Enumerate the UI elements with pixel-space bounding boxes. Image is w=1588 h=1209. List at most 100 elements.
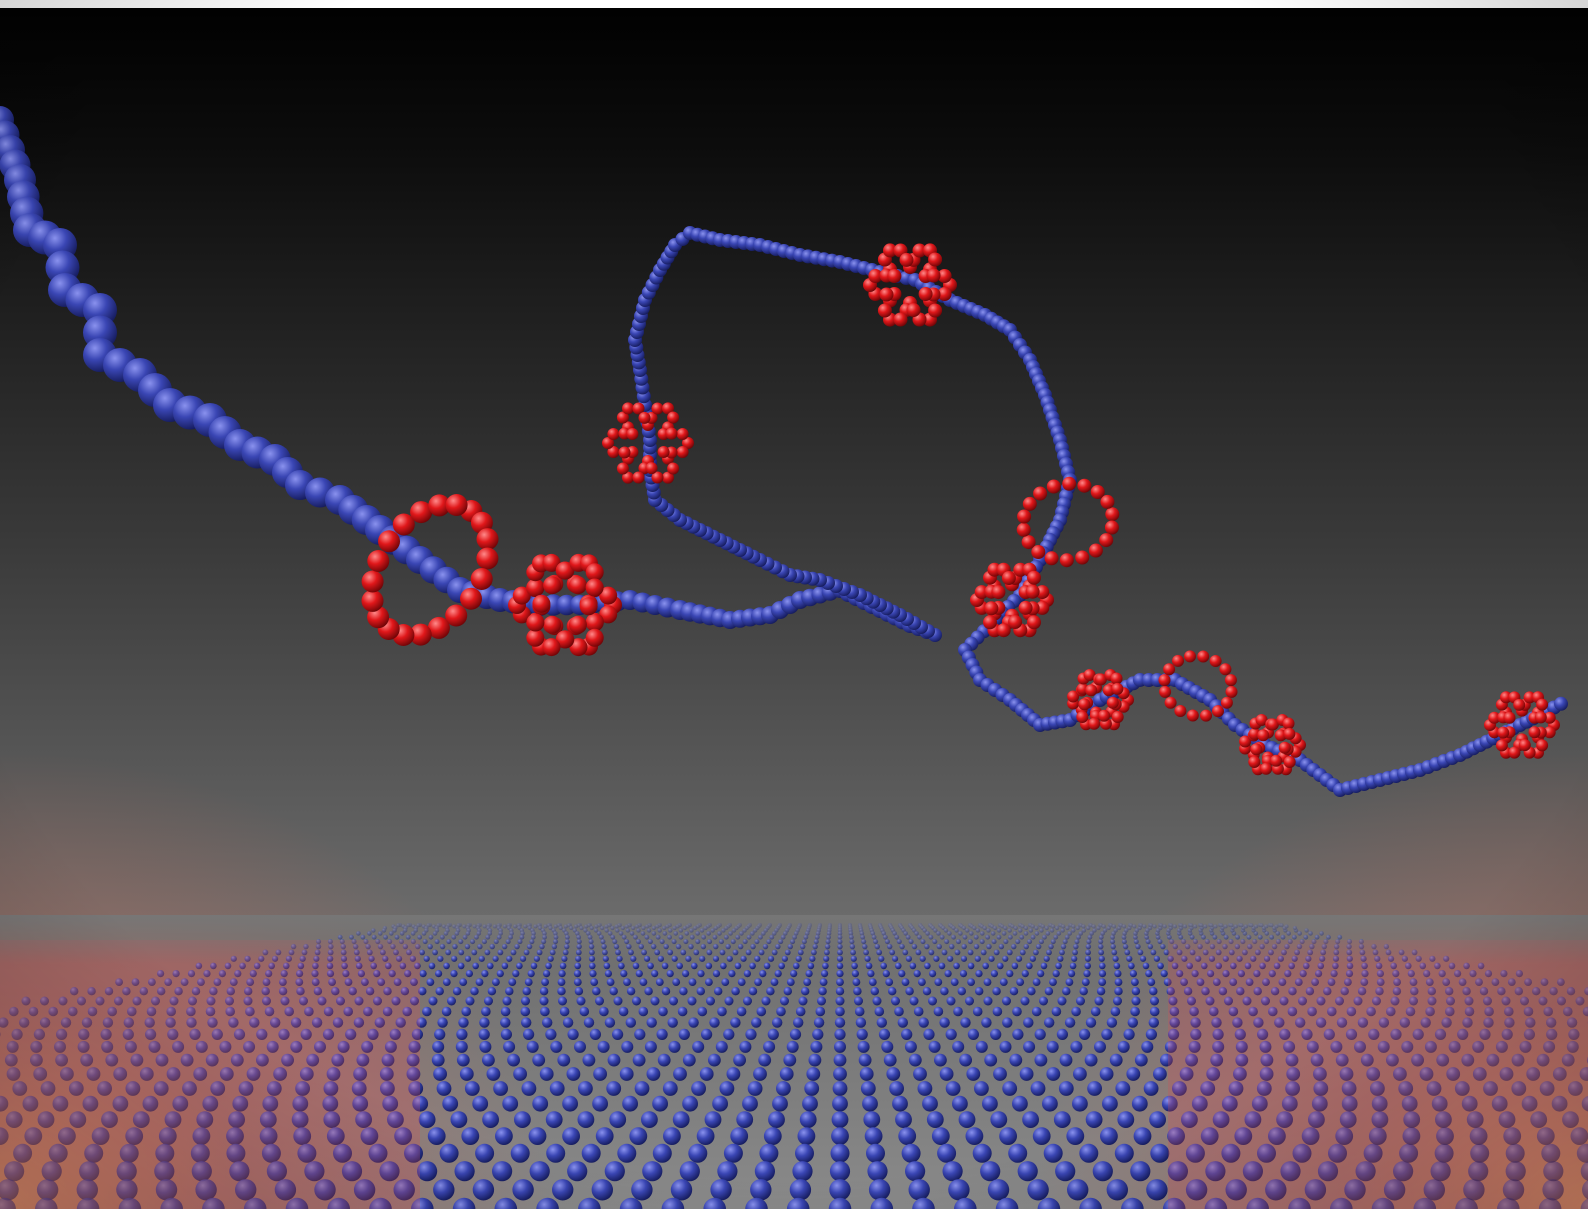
lattice-bead <box>450 1111 468 1128</box>
ring-bead <box>1027 615 1041 630</box>
lattice-bead <box>1102 1095 1118 1112</box>
lattice-bead <box>1153 1067 1167 1081</box>
ring-bead <box>1248 756 1261 768</box>
lattice-bead <box>1053 1111 1071 1128</box>
lattice-bead <box>532 1053 546 1067</box>
lattice-bead <box>833 1067 847 1081</box>
lattice-bead <box>546 1143 566 1163</box>
lattice-bead <box>1131 1095 1148 1112</box>
lattice-bead <box>987 1179 1010 1201</box>
lattice-bead <box>1043 1143 1063 1163</box>
lattice-bead <box>708 1053 721 1067</box>
lattice-bead <box>456 1053 470 1067</box>
lattice-bead <box>799 1111 817 1128</box>
lattice-bead <box>742 1095 758 1112</box>
lattice-bead <box>673 1067 687 1081</box>
ring-bead <box>585 613 604 632</box>
lattice-bead <box>1030 1081 1046 1096</box>
ring-bead <box>651 402 664 415</box>
lattice-bead <box>804 1081 820 1096</box>
ring-bead <box>983 615 997 630</box>
ring-bead <box>585 563 604 582</box>
ring-bead <box>1282 717 1295 730</box>
ring-bead <box>1283 756 1296 768</box>
lattice-bead <box>833 1053 847 1067</box>
ring-bead <box>1270 754 1283 767</box>
ring-bead <box>1250 743 1263 756</box>
ring-bead <box>1022 496 1037 511</box>
ring-bead <box>476 528 499 551</box>
lattice-bead <box>958 1111 976 1128</box>
lattice-bead <box>759 1143 779 1163</box>
lattice-bead <box>712 1095 728 1112</box>
ring-bead <box>893 312 908 327</box>
lattice-bead <box>931 1127 950 1145</box>
lattice-bead <box>802 1095 818 1112</box>
ring-bead <box>1186 709 1199 722</box>
ring-bead <box>378 530 400 553</box>
lattice-bead <box>867 1161 888 1182</box>
lattice-bead <box>808 1053 822 1067</box>
ring-bead <box>984 601 999 616</box>
ring-bead <box>906 303 921 318</box>
lattice-bead <box>829 1179 851 1201</box>
ring-bead <box>1260 762 1273 775</box>
ring-bead <box>1163 663 1176 676</box>
lattice-bead <box>965 1127 984 1145</box>
chain-bead <box>1554 696 1568 711</box>
lattice-bead <box>730 1127 749 1145</box>
ring-bead <box>1158 674 1171 687</box>
lattice-bead <box>682 1053 696 1067</box>
lattice-bead <box>502 1095 519 1112</box>
ring-bead <box>526 628 545 647</box>
lattice-bead <box>939 1067 954 1081</box>
lattice-bead <box>926 1111 944 1128</box>
lattice-bead <box>513 1067 527 1081</box>
lattice-bead <box>753 1067 767 1081</box>
lattice-bead <box>1092 1161 1113 1182</box>
lattice-bead <box>1058 1081 1074 1096</box>
ring-bead <box>532 594 551 613</box>
ring-bead <box>899 252 914 267</box>
ring-bead <box>1017 509 1032 524</box>
ring-bead <box>1503 711 1516 724</box>
ring-bead <box>657 446 670 458</box>
ring-bead <box>1508 746 1521 759</box>
lattice-bead <box>858 1053 872 1067</box>
lattice-bead <box>581 1143 601 1163</box>
ring-bead <box>1062 476 1077 491</box>
lattice-bead <box>417 1161 438 1182</box>
lattice-bead <box>952 1095 968 1112</box>
ring-bead <box>1008 615 1023 629</box>
lattice-bead <box>972 1143 992 1163</box>
lattice-bead <box>549 1081 565 1096</box>
lattice-bead <box>552 1179 574 1201</box>
lattice-bead <box>1073 1067 1087 1081</box>
lattice-bead <box>617 1143 637 1163</box>
lattice-bead <box>595 1127 614 1145</box>
lattice-bead <box>591 1179 613 1201</box>
ring-bead <box>645 462 658 475</box>
lattice-bead <box>609 1111 627 1128</box>
lattice-bead <box>768 1111 785 1128</box>
lattice-bead <box>634 1081 650 1096</box>
lattice-bead <box>1046 1067 1061 1081</box>
ring-bead <box>1257 729 1270 742</box>
lattice-bead <box>763 1127 782 1145</box>
lattice-bead <box>859 1067 874 1081</box>
lattice-bead <box>464 1081 480 1096</box>
lattice-bead <box>895 1111 912 1128</box>
lattice-bead <box>905 1161 926 1182</box>
lattice-bead <box>632 1053 646 1067</box>
lattice-bead <box>783 1053 797 1067</box>
lattice-bead <box>1114 1143 1134 1163</box>
lattice-bead <box>922 1095 938 1112</box>
lattice-bead <box>797 1127 816 1145</box>
lattice-bead <box>475 1143 495 1163</box>
lattice-bead <box>1055 1161 1076 1182</box>
lattice-bead <box>578 1081 593 1096</box>
ring-bead <box>1098 709 1111 722</box>
lattice-bead <box>806 1067 821 1081</box>
lattice-bead <box>866 1143 885 1163</box>
lattice-bead <box>1109 1053 1123 1067</box>
